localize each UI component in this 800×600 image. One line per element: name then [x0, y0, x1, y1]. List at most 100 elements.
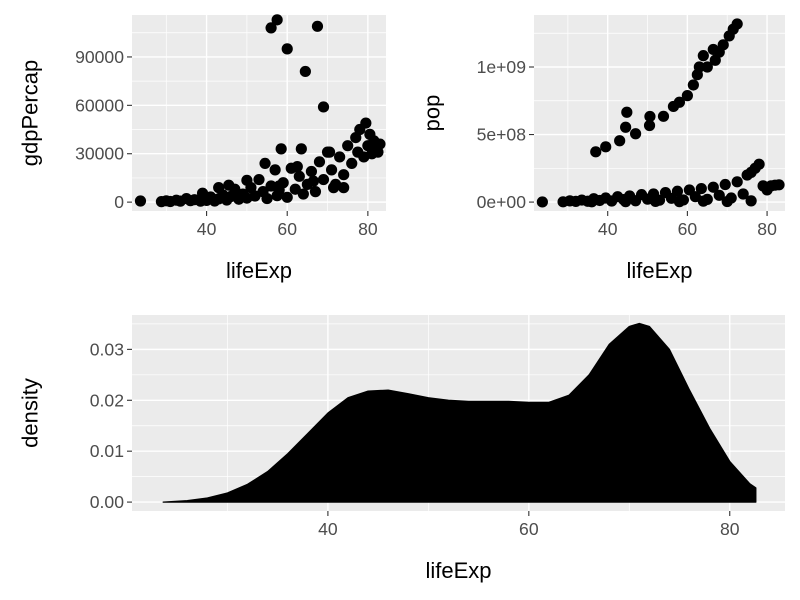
data-point: [223, 179, 235, 191]
data-points: [134, 14, 386, 208]
data-point: [536, 196, 548, 208]
data-point: [620, 196, 632, 208]
data-point: [657, 110, 670, 122]
data-point: [196, 187, 209, 199]
y-tick-label: 30000: [75, 144, 124, 164]
data-point: [697, 195, 709, 207]
data-point: [644, 110, 656, 123]
data-point: [681, 90, 693, 102]
data-point: [269, 164, 281, 176]
y-tick-label: 90000: [75, 47, 124, 67]
data-point: [773, 179, 785, 191]
x-tick-label: 80: [358, 219, 378, 239]
x-tick-label: 60: [678, 219, 698, 239]
chart-panel-2: 40 60 80 0e+00 5e+08 1e+09 lifeExp pop: [420, 15, 785, 283]
data-point: [295, 143, 307, 155]
data-point: [753, 158, 765, 170]
data-point: [731, 18, 743, 30]
chart-panel-1: 40 60 80 0 30000 60000 90000 lifeExp gdpPercap: [18, 14, 386, 283]
data-point: [327, 182, 340, 194]
data-point: [687, 79, 699, 91]
data-point: [273, 180, 285, 192]
data-point: [707, 181, 719, 193]
x-tick-label: 60: [519, 519, 539, 539]
data-point: [374, 138, 386, 150]
data-point: [629, 128, 642, 140]
data-point: [600, 141, 612, 153]
data-point: [721, 195, 733, 208]
data-point: [643, 119, 656, 132]
data-point: [697, 50, 709, 62]
data-point: [311, 20, 324, 32]
data-point: [307, 175, 320, 187]
y-tick-label: 5e+08: [477, 125, 527, 145]
data-point: [134, 195, 147, 207]
data-points: [536, 18, 785, 208]
data-point: [317, 101, 330, 113]
data-point: [323, 146, 336, 158]
y-axis-title: gdpPercap: [18, 60, 43, 166]
data-point: [297, 188, 309, 200]
x-tick-label: 40: [598, 219, 618, 239]
data-point: [271, 14, 283, 26]
y-tick-label: 0.01: [90, 441, 124, 461]
data-point: [745, 195, 757, 207]
data-point: [620, 121, 632, 133]
data-point: [289, 183, 301, 195]
data-point: [338, 169, 350, 181]
data-point: [309, 186, 322, 198]
data-point: [737, 188, 749, 200]
data-point: [621, 106, 633, 118]
data-point: [265, 22, 277, 34]
density-area: [162, 322, 757, 503]
y-axis-title: density: [18, 378, 43, 448]
x-tick-label: 80: [720, 519, 740, 539]
data-point: [275, 143, 287, 155]
y-tick-label: 0: [114, 192, 124, 212]
data-point: [338, 182, 350, 194]
x-axis-title: lifeExp: [626, 258, 692, 283]
x-tick-label: 60: [277, 219, 297, 239]
data-point: [241, 174, 253, 186]
x-axis-title: lifeExp: [226, 258, 292, 283]
data-point: [673, 96, 686, 108]
data-point: [360, 117, 372, 129]
data-point: [334, 151, 346, 163]
y-tick-label: 0.03: [90, 339, 124, 359]
y-tick-label: 0.00: [90, 492, 124, 512]
data-point: [713, 189, 725, 201]
data-point: [253, 173, 265, 186]
data-point: [342, 140, 354, 152]
y-axis-title: pop: [420, 95, 445, 132]
data-point: [701, 61, 713, 73]
data-point: [695, 182, 707, 195]
data-point: [259, 157, 271, 170]
chart-panel-3: 40 60 80 0.00 0.01 0.02 0.03 lifeExp density: [18, 315, 785, 583]
data-point: [305, 165, 318, 178]
data-point: [673, 196, 686, 208]
y-tick-label: 0.02: [90, 390, 124, 410]
data-point: [325, 164, 338, 176]
data-point: [281, 43, 293, 55]
data-point: [614, 135, 626, 147]
data-point: [299, 65, 311, 78]
data-point: [261, 192, 273, 205]
data-point: [213, 182, 225, 194]
data-point: [313, 156, 326, 168]
data-point: [717, 39, 729, 51]
data-point: [649, 195, 662, 208]
x-axis-title: lifeExp: [425, 558, 491, 583]
data-point: [346, 157, 358, 170]
y-tick-label: 0e+00: [477, 192, 527, 212]
data-point: [291, 161, 303, 173]
data-point: [590, 146, 602, 158]
data-point: [719, 178, 731, 191]
y-tick-label: 1e+09: [477, 57, 526, 77]
data-point: [317, 173, 330, 186]
data-point: [693, 61, 705, 73]
data-point: [586, 196, 598, 208]
x-tick-label: 40: [197, 219, 217, 239]
data-point: [731, 176, 743, 188]
data-point: [293, 170, 305, 182]
